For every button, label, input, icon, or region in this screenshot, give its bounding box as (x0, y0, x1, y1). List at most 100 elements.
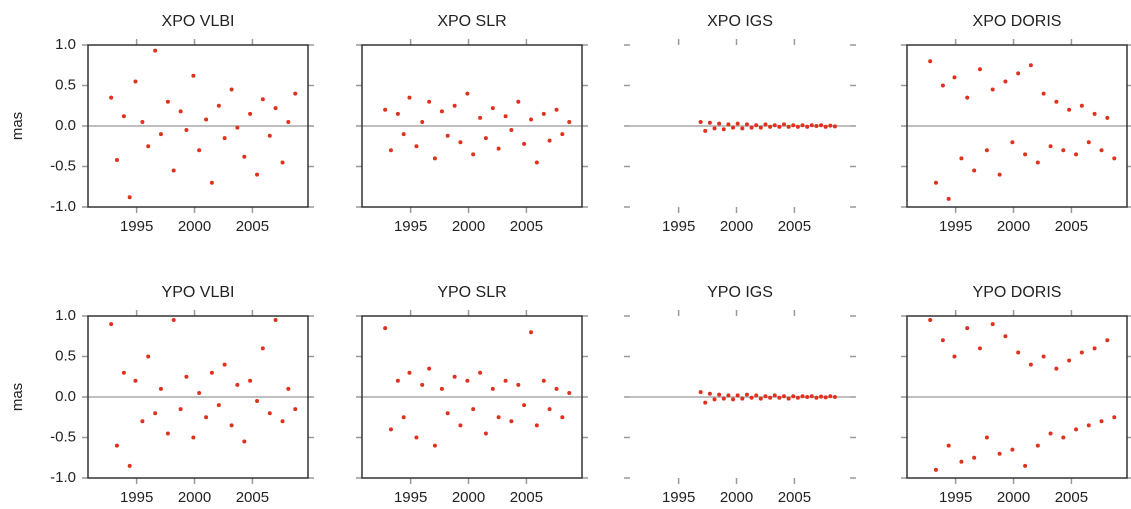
point (197, 390, 202, 395)
point (959, 459, 964, 464)
point (273, 318, 278, 323)
point (972, 168, 977, 173)
point (490, 106, 495, 111)
point (516, 382, 521, 387)
point (721, 127, 726, 132)
point (952, 75, 957, 80)
point (1041, 91, 1046, 96)
y-tick-label: 0.5 (55, 76, 76, 93)
point (1086, 140, 1091, 145)
panel-title: XPO IGS (707, 13, 773, 30)
point (260, 346, 265, 351)
point (1079, 350, 1084, 355)
point (522, 403, 527, 408)
x-tick-label: 1995 (662, 218, 695, 235)
point (114, 443, 119, 448)
point (800, 123, 805, 128)
point (707, 391, 712, 396)
point (1092, 111, 1097, 116)
point (1035, 160, 1040, 165)
point (712, 126, 717, 131)
point (432, 443, 437, 448)
panel: XPO DORIS 1995 2000 2005 (901, 13, 1131, 235)
point (984, 435, 989, 440)
point (503, 378, 508, 383)
point (420, 119, 425, 124)
y-tick-label: -0.5 (50, 428, 76, 445)
x-tick-label: 2005 (1055, 489, 1088, 506)
point (567, 390, 572, 395)
point (465, 378, 470, 383)
x-tick-label: 1995 (120, 218, 153, 235)
point (529, 330, 534, 335)
frame (87, 315, 309, 479)
point (928, 318, 933, 323)
point (427, 366, 432, 371)
point (782, 122, 786, 127)
point (401, 415, 406, 420)
y-tick-label: -1.0 (50, 198, 76, 215)
point (209, 370, 214, 375)
point (1092, 346, 1097, 351)
point (171, 318, 176, 323)
point (414, 435, 419, 440)
point (478, 115, 483, 120)
point (547, 407, 552, 412)
y-tick-label: -0.5 (50, 157, 76, 174)
point (823, 124, 828, 129)
frame (361, 44, 583, 208)
point (1048, 144, 1053, 149)
point (178, 407, 183, 412)
point (140, 419, 145, 424)
point (496, 146, 501, 151)
point (204, 117, 209, 122)
point (749, 395, 754, 400)
x-tick-label: 2000 (178, 218, 211, 235)
point (407, 370, 412, 375)
point (735, 393, 740, 398)
point (972, 455, 977, 460)
point (109, 95, 114, 100)
point (819, 394, 824, 399)
point (791, 394, 796, 399)
point (1112, 156, 1117, 161)
point (388, 148, 393, 153)
point (990, 322, 995, 327)
point (809, 123, 814, 128)
point (1023, 463, 1028, 468)
y-tick-label: 0.0 (55, 388, 76, 405)
y-tick-label: 0.5 (55, 347, 76, 364)
point (997, 172, 1002, 177)
point (703, 128, 708, 133)
point (744, 392, 749, 397)
y-tick-label: -1.0 (50, 469, 76, 486)
point (754, 123, 759, 128)
point (439, 386, 444, 391)
point (819, 123, 824, 128)
point (121, 114, 126, 119)
point (146, 144, 151, 149)
point (763, 394, 768, 399)
point (165, 431, 170, 436)
point (158, 386, 163, 391)
point (828, 123, 833, 128)
point (990, 87, 995, 92)
point (534, 423, 539, 428)
point (823, 395, 828, 400)
point (267, 411, 272, 416)
point (242, 154, 247, 159)
point (940, 83, 945, 88)
frame (906, 315, 1128, 479)
panel-title: XPO VLBI (162, 13, 235, 30)
point (222, 362, 227, 367)
point (928, 59, 933, 64)
point (740, 396, 745, 401)
point (547, 138, 552, 143)
y-axis-label: mas (9, 112, 26, 140)
point (721, 396, 726, 401)
point (184, 374, 189, 379)
point (109, 322, 114, 327)
point (184, 128, 189, 133)
point (749, 125, 754, 130)
point (795, 124, 800, 129)
